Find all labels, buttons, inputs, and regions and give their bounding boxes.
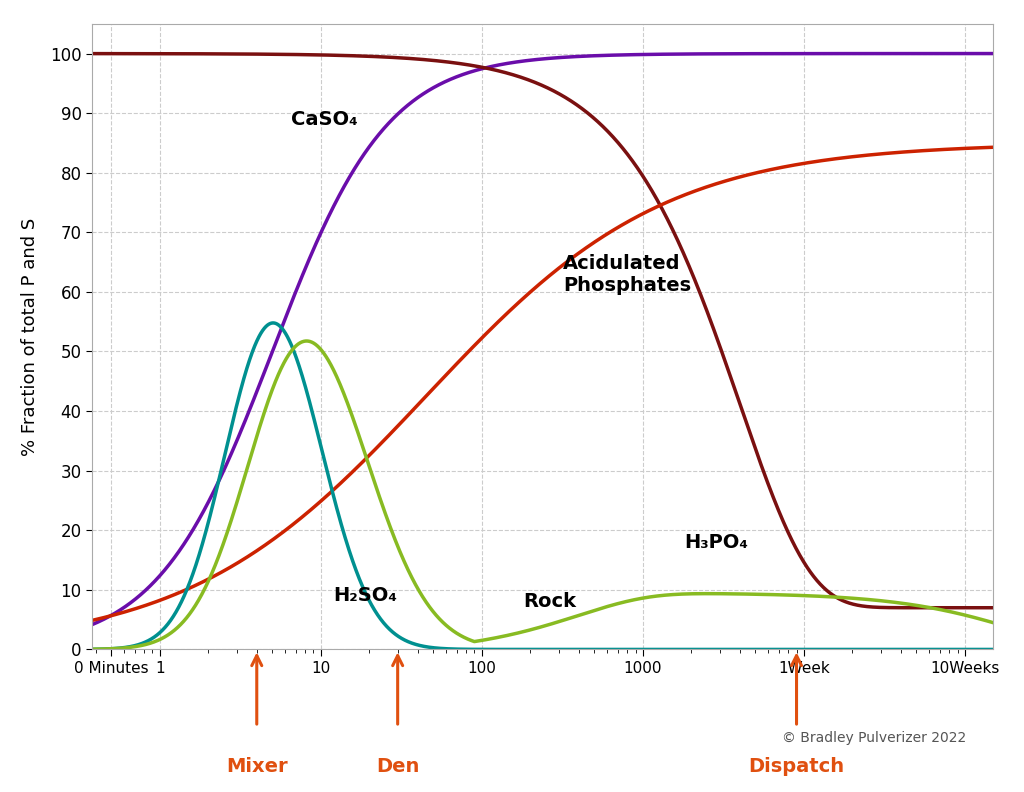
Text: Dispatch: Dispatch — [749, 756, 845, 775]
Text: CaSO₄: CaSO₄ — [291, 109, 357, 128]
Text: Den: Den — [376, 756, 420, 775]
Text: H₂SO₄: H₂SO₄ — [334, 586, 397, 605]
Text: © Bradley Pulverizer 2022: © Bradley Pulverizer 2022 — [782, 731, 967, 744]
Text: Acidulated
Phosphates: Acidulated Phosphates — [563, 253, 691, 295]
Text: Rock: Rock — [523, 592, 575, 611]
Text: H₃PO₄: H₃PO₄ — [684, 533, 748, 552]
Text: Mixer: Mixer — [226, 756, 288, 775]
Y-axis label: % Fraction of total P and S: % Fraction of total P and S — [22, 218, 39, 455]
